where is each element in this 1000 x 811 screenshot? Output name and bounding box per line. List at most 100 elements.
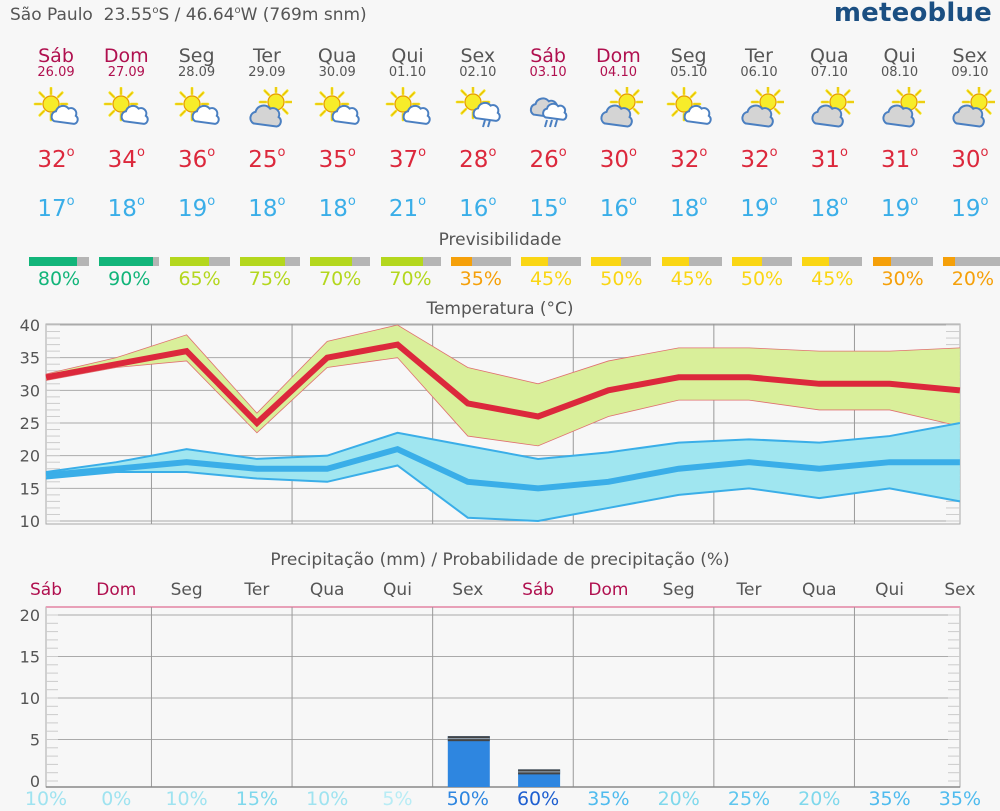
latitude-direction: S [158, 5, 170, 25]
sun-with-cloud-icon [378, 86, 438, 132]
svg-text:15: 15 [20, 648, 40, 667]
precip-day-label: Ter [736, 580, 762, 600]
precipitation-probability: 60% [516, 788, 560, 810]
predictability-bar [29, 257, 89, 266]
predictability-percent: 80% [37, 268, 81, 290]
day-name: Dom [596, 45, 641, 67]
min-temperature: 18o [107, 194, 145, 222]
latitude: 23.55 [103, 5, 153, 25]
max-temperature: 32o [740, 145, 778, 173]
day-date: 26.09 [37, 65, 75, 80]
min-temperature: 19o [740, 194, 778, 222]
predictability-fill [942, 257, 955, 266]
day-date: 01.10 [388, 65, 427, 80]
day-column: Sáb 26.09 32o 17o [26, 46, 86, 224]
predictability-fill [661, 257, 689, 266]
precipitation-probability: 50% [446, 788, 489, 810]
precip-day-label: Sáb [30, 580, 62, 600]
day-date: 02.10 [459, 65, 497, 80]
day-name: Seg [670, 45, 707, 67]
max-temperature: 35o [318, 145, 356, 173]
day-date: 09.10 [951, 65, 989, 80]
precip-day-label: Seg [170, 580, 203, 600]
svg-text:20: 20 [20, 447, 40, 466]
min-temperature: 18o [670, 194, 708, 222]
predictability-fill [99, 257, 154, 266]
svg-text:25: 25 [20, 414, 40, 433]
predictability-fill [450, 257, 472, 266]
sun-with-cloud-icon [307, 86, 367, 132]
degree-symbol: o [152, 5, 159, 16]
precip-day-label: Ter [244, 580, 270, 600]
predictability-bar [310, 257, 371, 266]
precip-day-label: Qua [802, 580, 837, 600]
precipitation-bar [447, 736, 490, 787]
predictability-bar [99, 257, 160, 266]
predictability-fill [380, 257, 423, 266]
day-name: Seg [178, 45, 215, 67]
sun-cloud-rain-icon [448, 86, 508, 132]
day-column: Seg 05.10 32o 18o [659, 46, 719, 224]
min-temperature: 19o [177, 194, 216, 222]
max-temperature: 32o [670, 145, 708, 173]
precipitation-probability: 10% [24, 788, 68, 810]
predictability-percent: 45% [529, 268, 573, 290]
day-column: Qua 30.09 35o 18o [307, 46, 367, 224]
longitude: 46.64 [185, 5, 235, 25]
svg-text:10: 10 [20, 512, 40, 531]
day-name: Ter [745, 45, 773, 67]
day-name: Sex [952, 45, 988, 67]
precipitation-probability: 35% [938, 788, 981, 810]
max-temperature: 31o [810, 145, 848, 173]
max-temperature: 28o [459, 145, 497, 173]
predictability-bar [942, 257, 1000, 266]
predictability-bar [380, 257, 441, 266]
day-date: 06.10 [740, 65, 778, 80]
precipitation-probability: 10% [306, 788, 349, 810]
min-temperature: 17o [37, 194, 75, 222]
precipitation-probability: 20% [798, 788, 841, 810]
day-column: Dom 27.09 34o 18o [96, 46, 156, 224]
day-name: Sáb [38, 45, 74, 67]
day-name: Qui [391, 45, 424, 67]
max-temperature: 26o [529, 145, 567, 173]
min-temperature: 16o [459, 194, 497, 222]
day-name: Qui [883, 45, 916, 67]
min-temperature: 18o [810, 194, 848, 222]
predictability-fill [310, 257, 353, 266]
predictability-percent: 35% [459, 268, 502, 290]
day-column: Sex 02.10 28o 16o [448, 46, 508, 224]
predictability-title: Previsibilidade [438, 230, 562, 250]
precip-day-label: Qui [383, 580, 412, 600]
location-header: São Paulo 23.55oS / 46.64oW (769m snm) [10, 5, 367, 25]
predictability-fill [29, 257, 77, 266]
cloud-with-sun-icon [799, 86, 859, 132]
day-date: 28.09 [177, 65, 216, 80]
day-date: 08.10 [880, 65, 919, 80]
predictability-bar [239, 257, 300, 266]
sun-with-cloud-icon [167, 86, 227, 132]
longitude-direction: W [240, 5, 258, 25]
predictability-fill [732, 257, 762, 266]
day-name: Qua [809, 45, 849, 67]
day-date: 04.10 [599, 65, 637, 80]
predictability-fill [872, 257, 891, 266]
elevation: (769m snm) [262, 5, 367, 25]
day-column: Sáb 03.10 26o 15o [518, 46, 578, 224]
svg-text:40: 40 [20, 316, 40, 335]
day-date: 30.09 [318, 65, 356, 80]
min-temperature: 19o [951, 194, 989, 222]
day-name: Sex [460, 45, 496, 67]
cloud-with-sun-icon [940, 86, 1000, 132]
day-date: 27.09 [107, 65, 145, 80]
max-temperature: 25o [248, 145, 286, 173]
predictability-fill [521, 257, 549, 266]
meteoblue-logo[interactable]: meteoblue [833, 0, 992, 28]
predictability-percent: 70% [319, 268, 362, 290]
day-column: Sex 09.10 30o 19o [940, 46, 1000, 224]
day-name: Qua [317, 45, 357, 67]
max-temperature: 36o [177, 145, 216, 173]
max-temperature: 37o [388, 145, 427, 173]
temperature-chart: 10 15 20 25 30 35 40 [20, 316, 961, 531]
svg-text:5: 5 [30, 731, 40, 750]
